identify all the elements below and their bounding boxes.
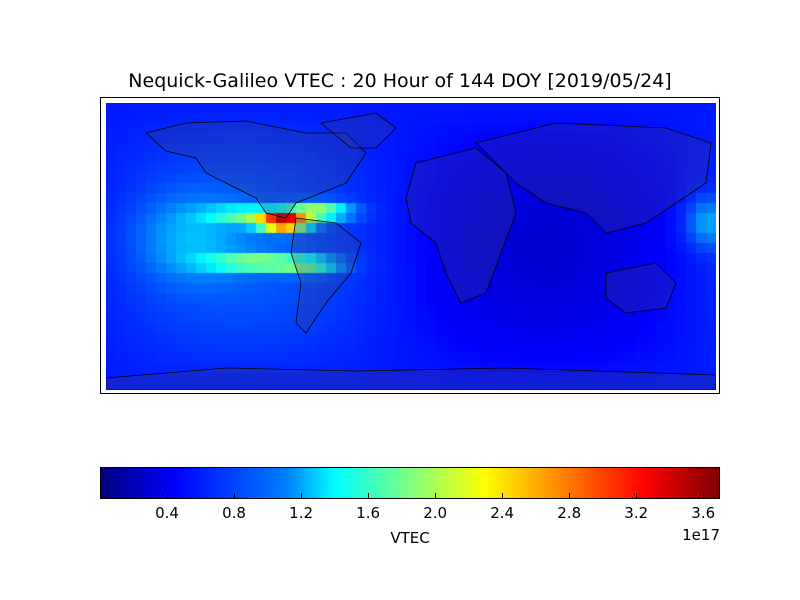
asia-landmass <box>475 122 712 234</box>
colorbar-tick-label: 1.6 <box>356 504 381 522</box>
greenland-landmass <box>320 112 397 149</box>
colorbar-tick-mark <box>301 493 303 498</box>
north-america-landmass <box>145 120 367 219</box>
south-america-landmass <box>290 217 362 334</box>
colorbar-tick-label: 3.6 <box>691 504 716 522</box>
vtec-heatmap <box>106 103 716 390</box>
chart-title: Nequick-Galileo VTEC : 20 Hour of 144 DO… <box>128 70 672 92</box>
colorbar-exponent: 1e17 <box>682 526 720 544</box>
colorbar-tick-label: 0.4 <box>155 504 179 522</box>
colorbar <box>100 467 720 499</box>
colorbar-tick-label: 1.2 <box>289 504 314 522</box>
colorbar-tick-mark <box>703 493 705 498</box>
australia-landmass <box>605 262 677 314</box>
colorbar-tick-mark <box>569 493 571 498</box>
colorbar-tick-mark <box>502 493 504 498</box>
colorbar-tick-mark <box>167 493 169 498</box>
europe-africa-landmass <box>405 147 517 304</box>
colorbar-tick-mark <box>435 493 437 498</box>
colorbar-label: VTEC <box>390 529 430 547</box>
colorbar-tick-label: 0.8 <box>222 504 246 522</box>
colorbar-tick-label: 3.2 <box>624 504 649 522</box>
colorbar-tick-label: 2.4 <box>490 504 515 522</box>
colorbar-tick-mark <box>234 493 236 498</box>
antarctica-landmass <box>106 367 716 390</box>
colorbar-tick-label: 2.8 <box>557 504 582 522</box>
map-frame <box>100 97 720 394</box>
colorbar-tick-mark <box>368 493 370 498</box>
colorbar-tick-label: 2.0 <box>423 504 448 522</box>
colorbar-tick-mark <box>636 493 638 498</box>
coastline-overlay <box>106 112 716 390</box>
